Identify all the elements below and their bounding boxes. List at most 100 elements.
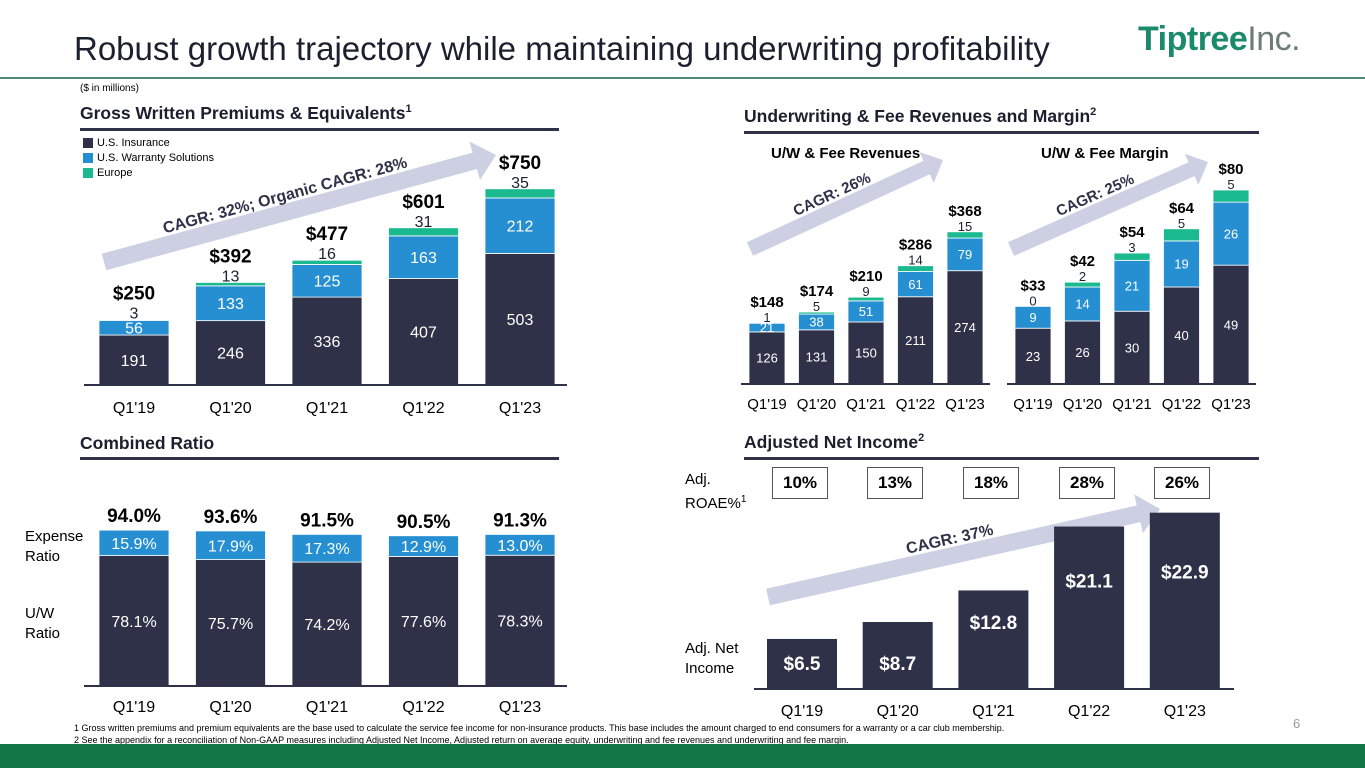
bar-europe xyxy=(484,188,556,199)
legend-swatch-blue xyxy=(83,152,93,163)
total-label: $80 xyxy=(1218,161,1243,178)
segment-label: 12.9% xyxy=(401,539,446,556)
legend-item-europe: Europe xyxy=(83,165,214,180)
uw-title-footnote: 2 xyxy=(1090,106,1097,119)
rev-arrow xyxy=(746,152,943,256)
total-label: $64 xyxy=(1169,200,1195,217)
segment-label: 14 xyxy=(1075,297,1089,312)
total-label: $477 xyxy=(306,224,348,245)
roae-box: 28% xyxy=(1059,467,1115,499)
bar-u-s-insurance xyxy=(98,334,170,386)
total-label: $174 xyxy=(800,283,834,300)
units-note: ($ in millions) xyxy=(80,83,139,94)
bar-adj-net-income xyxy=(767,638,837,689)
category-label: Q1'20 xyxy=(209,699,251,716)
total-label: 91.5% xyxy=(300,510,354,531)
segment-label: 125 xyxy=(314,274,341,291)
bar-u-s-warranty-solutions xyxy=(1064,286,1101,322)
category-label: Q1'21 xyxy=(306,699,348,716)
cr-section-title: Combined Ratio xyxy=(80,433,215,453)
gwp-section-rule xyxy=(80,128,559,131)
category-label: Q1'19 xyxy=(747,396,787,413)
uw-title-text: Underwriting & Fee Revenues and Margin xyxy=(744,106,1091,126)
segment-label: 133 xyxy=(217,296,244,313)
segment-label: 246 xyxy=(217,346,244,363)
segment-label: 131 xyxy=(806,350,828,365)
category-label: Q1'23 xyxy=(945,396,985,413)
bar-expense-ratio xyxy=(291,534,363,563)
segment-label: 407 xyxy=(410,325,437,342)
bar-europe xyxy=(897,265,934,272)
segment-label: 163 xyxy=(410,250,437,267)
margin-arrow xyxy=(1008,153,1208,256)
total-label: $33 xyxy=(1020,277,1045,294)
segment-label: 19 xyxy=(1174,257,1188,272)
page-number: 6 xyxy=(1293,716,1301,731)
bar-europe xyxy=(1113,252,1151,261)
income-label-line1: Adj. Net xyxy=(685,640,739,657)
roae-label-line1: Adj. xyxy=(685,471,711,488)
uw-label-line2: Ratio xyxy=(25,625,61,642)
segment-label: 78.3% xyxy=(497,614,542,631)
ani-title-footnote: 2 xyxy=(918,432,925,445)
uw-label-line1: U/W xyxy=(25,605,55,622)
segment-label: 15 xyxy=(958,219,972,234)
segment-label: 14 xyxy=(908,253,922,268)
segment-label: 21 xyxy=(760,320,774,335)
segment-label: 2 xyxy=(1079,269,1086,284)
category-label: Q1'23 xyxy=(1211,396,1251,413)
bar-adj-net-income xyxy=(1054,526,1125,689)
segment-label: 23 xyxy=(1026,349,1040,364)
segment-label: 336 xyxy=(314,334,341,351)
bar-u-s-insurance xyxy=(291,296,363,386)
bar-uw-ratio xyxy=(195,559,266,687)
segment-label: 9 xyxy=(862,284,869,299)
segment-label: 274 xyxy=(954,320,976,335)
segment-label: 74.2% xyxy=(304,617,349,634)
ani-section-rule xyxy=(744,457,1259,460)
adj-net-income-label: Adj. Net Income xyxy=(685,639,738,679)
category-label: Q1'19 xyxy=(113,400,155,417)
expense-ratio-label: Expense Ratio xyxy=(25,527,83,567)
segment-label: 49 xyxy=(1224,317,1238,332)
roae-box: 26% xyxy=(1154,467,1210,499)
category-label: Q1'19 xyxy=(1013,396,1053,413)
total-label: $392 xyxy=(209,246,251,267)
segment-label: 79 xyxy=(958,247,972,262)
segment-label: 56 xyxy=(125,320,143,337)
segment-label: 61 xyxy=(908,277,922,292)
segment-label: 16 xyxy=(318,246,336,263)
ani-title-text: Adjusted Net Income xyxy=(744,432,919,452)
uw-ratio-label: U/W Ratio xyxy=(25,604,60,644)
segment-label: 77.6% xyxy=(401,614,446,631)
category-label: Q1'21 xyxy=(846,396,886,413)
bar-uw-ratio xyxy=(388,556,459,687)
segment-label: 15.9% xyxy=(111,536,156,553)
segment-label: 0 xyxy=(1029,293,1036,308)
roae-label-line2: ROAE%1 xyxy=(685,490,746,514)
segment-label: 17.9% xyxy=(208,538,253,555)
bar-expense-ratio xyxy=(98,529,170,556)
roae-box: 10% xyxy=(772,467,828,499)
roae-footnote: 1 xyxy=(740,494,747,505)
category-label: Q1'20 xyxy=(209,400,251,417)
segment-label: 5 xyxy=(1227,177,1234,192)
bar-adj-net-income xyxy=(1149,512,1220,689)
category-label: Q1'22 xyxy=(1162,396,1202,413)
total-label: $368 xyxy=(948,203,981,220)
bar-europe xyxy=(847,296,885,302)
uw-margin-subtitle: U/W & Fee Margin xyxy=(1041,145,1169,162)
category-label: Q1'22 xyxy=(402,400,444,417)
total-label: $148 xyxy=(750,294,783,311)
ani-section-title: Adjusted Net Income2 xyxy=(744,432,924,453)
bar-u-s-insurance xyxy=(388,278,459,386)
roae-box: 13% xyxy=(867,467,923,499)
bar-adj-net-income xyxy=(862,622,933,689)
category-label: Q1'19 xyxy=(781,703,823,720)
expense-label-line2: Ratio xyxy=(25,548,61,565)
segment-label: 126 xyxy=(756,351,778,366)
page-title: Robust growth trajectory while maintaini… xyxy=(74,30,1050,67)
segment-label: 31 xyxy=(415,214,433,231)
bar-expense-ratio xyxy=(195,530,266,560)
